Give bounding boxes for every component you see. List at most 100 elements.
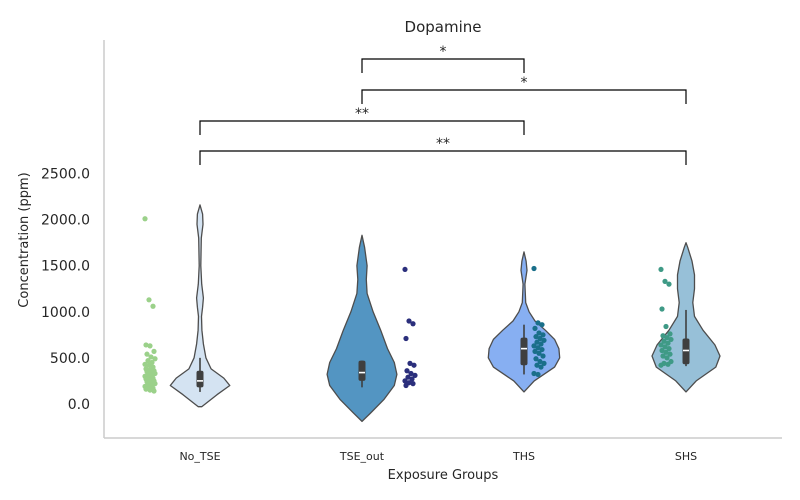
data-point bbox=[660, 353, 666, 359]
data-point bbox=[665, 340, 671, 346]
data-point bbox=[152, 356, 158, 362]
data-point bbox=[658, 266, 664, 273]
data-point bbox=[143, 386, 149, 392]
data-point bbox=[667, 331, 673, 337]
data-point bbox=[531, 343, 537, 349]
x-tick-label: SHS bbox=[675, 450, 697, 463]
significance-bracket bbox=[199, 150, 687, 165]
data-point bbox=[407, 360, 413, 366]
data-point bbox=[146, 297, 152, 303]
significance-label: * bbox=[440, 44, 447, 60]
significance-bracket bbox=[199, 120, 525, 135]
data-point bbox=[531, 265, 537, 272]
y-tick-label: 0.0 bbox=[68, 397, 90, 413]
data-point bbox=[541, 360, 547, 366]
y-tick-labels: 0.0 500.0 1000.0 1500.0 2000.0 2500.0 bbox=[41, 167, 90, 413]
data-point bbox=[532, 325, 538, 331]
data-point bbox=[533, 334, 539, 340]
violin-iqr-box bbox=[520, 337, 528, 366]
data-point bbox=[659, 306, 665, 312]
data-point bbox=[535, 345, 541, 351]
data-point bbox=[667, 351, 673, 357]
violin-iqr-box bbox=[358, 360, 366, 381]
data-point bbox=[145, 358, 151, 364]
data-point bbox=[537, 358, 543, 365]
y-tick-label: 1000.0 bbox=[41, 305, 90, 321]
data-point bbox=[539, 322, 545, 328]
data-point bbox=[534, 339, 540, 345]
data-point bbox=[532, 348, 538, 354]
data-point bbox=[406, 318, 412, 324]
violin-iqr-box bbox=[196, 370, 204, 388]
data-point bbox=[402, 378, 408, 384]
y-tick-label: 2500.0 bbox=[41, 167, 90, 183]
y-tick-label: 1500.0 bbox=[41, 259, 90, 275]
data-point bbox=[661, 338, 667, 344]
significance-bracket bbox=[361, 58, 525, 73]
violins bbox=[169, 204, 721, 423]
data-point bbox=[666, 346, 672, 352]
data-point bbox=[151, 388, 157, 394]
data-point bbox=[410, 321, 416, 327]
data-point bbox=[536, 330, 542, 336]
data-point bbox=[148, 354, 154, 360]
data-point bbox=[404, 368, 410, 374]
data-point bbox=[403, 335, 409, 342]
data-point bbox=[668, 336, 674, 343]
data-point bbox=[541, 337, 547, 343]
data-point bbox=[538, 341, 544, 347]
data-point bbox=[664, 355, 670, 361]
x-tick-label: No_TSE bbox=[179, 450, 220, 463]
x-tick-label: THS bbox=[512, 450, 535, 463]
data-point bbox=[658, 342, 664, 348]
data-point bbox=[535, 371, 541, 378]
data-point bbox=[142, 361, 148, 367]
data-point bbox=[533, 356, 539, 362]
data-point bbox=[534, 362, 540, 368]
data-point bbox=[531, 370, 537, 377]
data-point bbox=[402, 266, 408, 273]
data-point bbox=[405, 374, 411, 380]
data-point bbox=[666, 281, 672, 287]
data-point bbox=[659, 347, 665, 354]
data-point bbox=[665, 361, 671, 367]
data-point bbox=[663, 349, 669, 355]
violin-No_TSE bbox=[169, 204, 231, 408]
significance-label: * bbox=[521, 75, 528, 91]
data-point bbox=[408, 370, 414, 377]
y-axis-label: Concentration (ppm) bbox=[17, 172, 32, 307]
data-point bbox=[147, 387, 153, 393]
significance-label: ** bbox=[355, 106, 369, 122]
data-point bbox=[144, 351, 150, 357]
chart-title: Dopamine bbox=[405, 18, 482, 36]
violin-TSE_out bbox=[326, 234, 398, 423]
violin-iqr-box bbox=[682, 338, 690, 365]
data-point bbox=[150, 303, 156, 309]
data-point bbox=[539, 346, 545, 353]
data-point bbox=[403, 382, 409, 389]
y-tick-label: 500.0 bbox=[50, 351, 90, 367]
data-point bbox=[143, 342, 149, 348]
significance-bracket bbox=[361, 89, 687, 104]
data-point bbox=[663, 323, 669, 330]
data-point bbox=[662, 278, 668, 284]
data-point bbox=[658, 362, 664, 368]
data-point bbox=[410, 381, 416, 387]
data-point bbox=[540, 332, 546, 338]
data-point bbox=[536, 350, 542, 356]
strip-points bbox=[142, 216, 674, 394]
data-point bbox=[146, 362, 152, 368]
data-point bbox=[151, 348, 157, 354]
y-tick-label: 2000.0 bbox=[41, 213, 90, 229]
data-point bbox=[147, 343, 153, 349]
x-tick-label: TSE_out bbox=[339, 450, 385, 463]
data-point bbox=[662, 344, 668, 350]
significance-brackets: ****** bbox=[199, 44, 687, 165]
data-point bbox=[411, 362, 417, 368]
data-point bbox=[660, 333, 666, 339]
data-point bbox=[540, 353, 546, 359]
data-point bbox=[412, 372, 418, 378]
data-point bbox=[664, 334, 670, 341]
x-axis-label: Exposure Groups bbox=[388, 468, 499, 483]
